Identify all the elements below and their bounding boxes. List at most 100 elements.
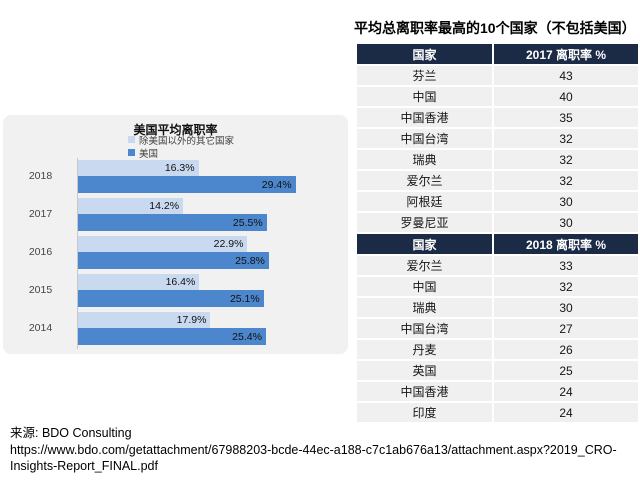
chart-axis-line <box>77 158 78 349</box>
source-url-line-2: Insights-Report_FINAL.pdf <box>10 459 158 473</box>
legend-swatch-non-us-icon <box>128 136 135 143</box>
bar-value-label: 16.3% <box>164 162 195 174</box>
tables: 国家 2017 离职率 % 芬兰 43 中国 40 中国香港 35 中国台湾 32 瑞典 32 爱尔兰 3… <box>357 44 638 424</box>
chart-legend: 除美国以外的其它国家 美国 <box>128 133 235 160</box>
rate-cell: 43 <box>494 66 638 85</box>
rate-cell: 32 <box>494 150 638 169</box>
rate-cell: 33 <box>494 256 638 275</box>
bar-group-2014: 2014 17.9% 25.4% <box>3 312 338 350</box>
rate-cell: 30 <box>494 192 638 211</box>
bar-2017-us: 25.5% <box>78 214 267 231</box>
table-row: 中国 40 <box>357 87 638 106</box>
rate-cell: 32 <box>494 277 638 296</box>
year-label: 2015 <box>28 284 53 296</box>
table-header-country: 国家 <box>357 44 492 64</box>
bar-value-label: 29.4% <box>261 178 292 191</box>
plot-area: 2018 16.3% 29.4% 2017 14.2% 25.5% 2016 22.9% 25.… <box>3 160 338 350</box>
year-label: 2014 <box>28 322 53 334</box>
country-cell: 英国 <box>357 361 492 380</box>
source-url-line-1: https://www.bdo.com/getattachment/679882… <box>10 442 617 457</box>
bar-2014-non-us: 17.9% <box>78 312 211 328</box>
table-header-rate: 2017 离职率 % <box>494 44 638 64</box>
table-row: 瑞典 30 <box>357 298 638 317</box>
country-cell: 爱尔兰 <box>357 171 492 190</box>
country-cell: 丹麦 <box>357 340 492 359</box>
country-cell: 爱尔兰 <box>357 256 492 275</box>
bar-group-2015: 2015 16.4% 25.1% <box>3 274 338 312</box>
bars: 17.9% 25.4% <box>78 312 338 350</box>
rate-cell: 30 <box>494 213 638 232</box>
chart-panel: 美国平均离职率 除美国以外的其它国家 美国 2018 16.3% 29.4% 2017… <box>3 115 348 354</box>
rate-cell: 32 <box>494 129 638 148</box>
table-row: 爱尔兰 32 <box>357 171 638 190</box>
table-row: 中国台湾 27 <box>357 319 638 338</box>
country-cell: 中国台湾 <box>357 129 492 148</box>
bar-value-label: 16.4% <box>165 276 196 288</box>
bars: 16.3% 29.4% <box>78 160 338 198</box>
rate-cell: 40 <box>494 87 638 106</box>
table-header-country: 国家 <box>357 234 492 254</box>
table-header-row: 国家 2018 离职率 % <box>357 234 638 254</box>
bar-2018-non-us: 16.3% <box>78 160 199 176</box>
bar-2018-us: 29.4% <box>78 176 296 193</box>
legend-swatch-us-icon <box>128 149 135 156</box>
bar-value-label: 25.1% <box>229 292 260 305</box>
table-row: 中国香港 24 <box>357 382 638 401</box>
bars: 14.2% 25.5% <box>78 198 338 236</box>
bars: 22.9% 25.8% <box>78 236 338 274</box>
bar-group-2016: 2016 22.9% 25.8% <box>3 236 338 274</box>
bar-2017-non-us: 14.2% <box>78 198 184 214</box>
bar-value-label: 25.4% <box>232 330 262 343</box>
country-cell: 印度 <box>357 403 492 422</box>
table-row: 阿根廷 30 <box>357 192 638 211</box>
rate-cell: 24 <box>494 403 638 422</box>
legend-label-non-us: 除美国以外的其它国家 <box>139 135 235 147</box>
country-cell: 中国香港 <box>357 108 492 127</box>
country-cell: 中国 <box>357 87 492 106</box>
bar-2015-non-us: 16.4% <box>78 274 200 290</box>
rate-cell: 30 <box>494 298 638 317</box>
bar-2015-us: 25.1% <box>78 290 264 307</box>
chart-title: 美国平均离职率 <box>133 123 218 137</box>
country-cell: 瑞典 <box>357 298 492 317</box>
rate-cell: 26 <box>494 340 638 359</box>
table-row: 芬兰 43 <box>357 66 638 85</box>
table-row: 爱尔兰 33 <box>357 256 638 275</box>
table-row: 中国 32 <box>357 277 638 296</box>
bar-value-label: 25.8% <box>235 254 265 267</box>
table-section-title: 平均总离职率最高的10个国家（不包括美国） <box>354 20 636 36</box>
rate-cell: 24 <box>494 382 638 401</box>
bar-value-label: 25.5% <box>232 216 263 229</box>
table-row: 印度 24 <box>357 403 638 422</box>
table-row: 瑞典 32 <box>357 150 638 169</box>
table-row: 中国台湾 32 <box>357 129 638 148</box>
table-row: 罗曼尼亚 30 <box>357 213 638 232</box>
table-row: 丹麦 26 <box>357 340 638 359</box>
country-cell: 罗曼尼亚 <box>357 213 492 232</box>
table-row: 英国 25 <box>357 361 638 380</box>
bars: 16.4% 25.1% <box>78 274 338 312</box>
year-label: 2018 <box>28 170 53 182</box>
bar-2016-us: 25.8% <box>78 252 269 269</box>
bar-value-label: 17.9% <box>176 314 207 326</box>
bar-2014-us: 25.4% <box>78 328 266 345</box>
bar-2016-non-us: 22.9% <box>78 236 248 252</box>
rate-cell: 32 <box>494 171 638 190</box>
rate-cell: 25 <box>494 361 638 380</box>
bar-group-2017: 2017 14.2% 25.5% <box>3 198 338 236</box>
table-header-rate: 2018 离职率 % <box>494 234 638 254</box>
legend-item-us: 美国 <box>128 146 234 160</box>
country-cell: 中国香港 <box>357 382 492 401</box>
country-cell: 阿根廷 <box>357 192 492 211</box>
country-cell: 中国台湾 <box>357 319 492 338</box>
legend-item-non-us: 除美国以外的其它国家 <box>128 133 235 147</box>
country-cell: 芬兰 <box>357 66 492 85</box>
source-line: 来源: BDO Consulting <box>10 426 132 440</box>
source-footer: 来源: BDO Consulting https://www.bdo.com/g… <box>10 425 634 475</box>
rate-cell: 27 <box>494 319 638 338</box>
table-header-row: 国家 2017 离职率 % <box>357 44 638 64</box>
table-row: 中国香港 35 <box>357 108 638 127</box>
year-label: 2016 <box>28 246 53 258</box>
rate-cell: 35 <box>494 108 638 127</box>
